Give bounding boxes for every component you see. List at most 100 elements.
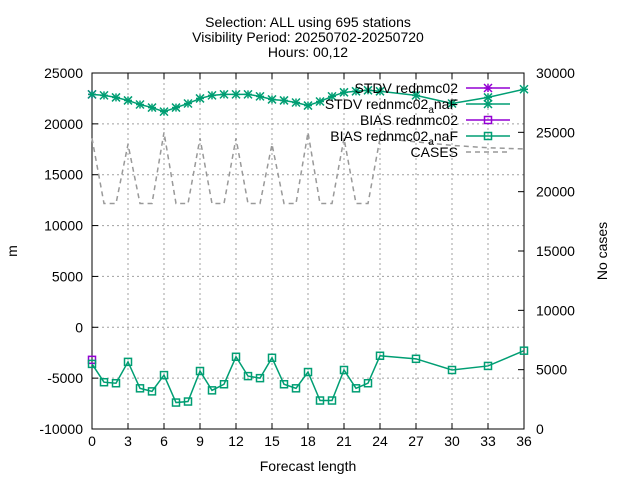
star-marker bbox=[519, 84, 529, 94]
marker-stroke bbox=[267, 94, 277, 104]
legend-label: STDV rednmc02 bbox=[355, 80, 459, 96]
star-marker bbox=[243, 89, 253, 99]
square-marker bbox=[243, 371, 253, 381]
square-marker bbox=[111, 378, 121, 388]
marker-stroke bbox=[339, 87, 349, 97]
square-marker bbox=[147, 387, 157, 396]
star-marker bbox=[483, 83, 493, 93]
star-marker bbox=[363, 85, 373, 95]
series-3 bbox=[87, 346, 529, 407]
star-marker bbox=[87, 89, 97, 99]
x-tick-label: 6 bbox=[160, 433, 168, 449]
star-marker bbox=[375, 86, 385, 96]
star-marker bbox=[327, 91, 337, 101]
legend-label: CASES bbox=[411, 144, 458, 160]
x-tick-label: 33 bbox=[480, 433, 496, 449]
square-marker bbox=[87, 359, 97, 369]
marker-stroke bbox=[123, 95, 133, 105]
square-marker bbox=[315, 396, 325, 405]
y2-tick-label: 0 bbox=[536, 421, 544, 437]
square-marker bbox=[483, 115, 493, 125]
square-marker bbox=[351, 384, 361, 393]
square-marker bbox=[411, 354, 421, 364]
marker-stroke bbox=[219, 89, 229, 99]
star-marker bbox=[195, 93, 205, 103]
square-marker bbox=[135, 384, 145, 393]
star-marker bbox=[207, 90, 217, 100]
square-marker bbox=[207, 386, 217, 395]
marker-stroke bbox=[483, 92, 493, 102]
x-tick-label: 30 bbox=[444, 433, 460, 449]
legend-entry-1: STDV rednmc02anaF bbox=[325, 96, 510, 116]
square-marker bbox=[255, 373, 265, 383]
marker-stroke bbox=[207, 90, 217, 100]
marker-stroke bbox=[303, 101, 313, 111]
x-tick-label: 9 bbox=[196, 433, 204, 449]
square-marker bbox=[159, 370, 169, 380]
x-tick-label: 15 bbox=[264, 433, 280, 449]
star-marker bbox=[159, 107, 169, 117]
marker-stroke bbox=[363, 85, 373, 95]
star-marker bbox=[255, 91, 265, 101]
series-1 bbox=[87, 84, 529, 117]
plot-area bbox=[87, 84, 529, 407]
square-marker bbox=[123, 357, 133, 367]
y-tick-label: 20000 bbox=[44, 116, 83, 132]
star-marker bbox=[147, 103, 157, 113]
legend-label: BIAS rednmc02anaF bbox=[330, 128, 458, 148]
marker-stroke bbox=[147, 103, 157, 113]
x-tick-label: 3 bbox=[124, 433, 132, 449]
chart-title-line-3: Hours: 00,12 bbox=[268, 44, 348, 60]
legend-entry-0: STDV rednmc02 bbox=[355, 80, 510, 96]
marker-stroke bbox=[99, 90, 109, 100]
square-marker bbox=[267, 353, 277, 363]
marker-stroke bbox=[159, 107, 169, 117]
y-tick-label: 15000 bbox=[44, 167, 83, 183]
y-axis-label: m bbox=[4, 245, 20, 257]
y2-tick-label: 20000 bbox=[536, 184, 575, 200]
marker-stroke bbox=[447, 98, 457, 109]
star-marker bbox=[135, 100, 145, 110]
marker-stroke bbox=[183, 98, 193, 109]
y2-tick-label: 30000 bbox=[536, 65, 575, 81]
legend-entry-4: CASES bbox=[411, 144, 510, 160]
marker-stroke bbox=[483, 83, 493, 93]
y-tick-label: 5000 bbox=[52, 268, 83, 284]
square-marker bbox=[339, 365, 349, 375]
star-marker bbox=[99, 90, 109, 100]
star-marker bbox=[171, 103, 181, 113]
marker-stroke bbox=[231, 89, 241, 99]
square-marker bbox=[519, 346, 529, 355]
star-marker bbox=[279, 95, 289, 105]
marker-stroke bbox=[411, 90, 421, 100]
star-marker bbox=[351, 86, 361, 96]
legend-entry-2: BIAS rednmc02 bbox=[360, 112, 510, 128]
star-marker bbox=[231, 89, 241, 99]
star-marker bbox=[267, 94, 277, 104]
square-marker bbox=[327, 396, 337, 405]
marker-stroke bbox=[315, 96, 325, 107]
square-marker bbox=[483, 131, 493, 141]
legend-label: STDV rednmc02anaF bbox=[325, 96, 458, 116]
marker-stroke bbox=[519, 84, 529, 94]
marker-stroke bbox=[111, 92, 121, 102]
marker-stroke bbox=[255, 91, 265, 101]
y-tick-label: -10000 bbox=[39, 421, 83, 437]
star-marker bbox=[183, 98, 193, 109]
legend-entry-3: BIAS rednmc02anaF bbox=[330, 128, 510, 148]
series-4 bbox=[91, 132, 525, 205]
star-marker bbox=[111, 92, 121, 102]
square-marker bbox=[195, 366, 205, 376]
square-marker bbox=[447, 365, 457, 375]
y2-tick-label: 5000 bbox=[536, 362, 567, 378]
star-marker bbox=[123, 95, 133, 105]
y2-axis-label: No cases bbox=[594, 222, 610, 280]
square-marker bbox=[483, 361, 493, 371]
square-marker bbox=[291, 384, 301, 393]
star-marker bbox=[219, 89, 229, 99]
star-marker bbox=[411, 90, 421, 100]
chart-title-line-1: Selection: ALL using 695 stations bbox=[205, 14, 411, 30]
star-marker bbox=[483, 99, 493, 109]
